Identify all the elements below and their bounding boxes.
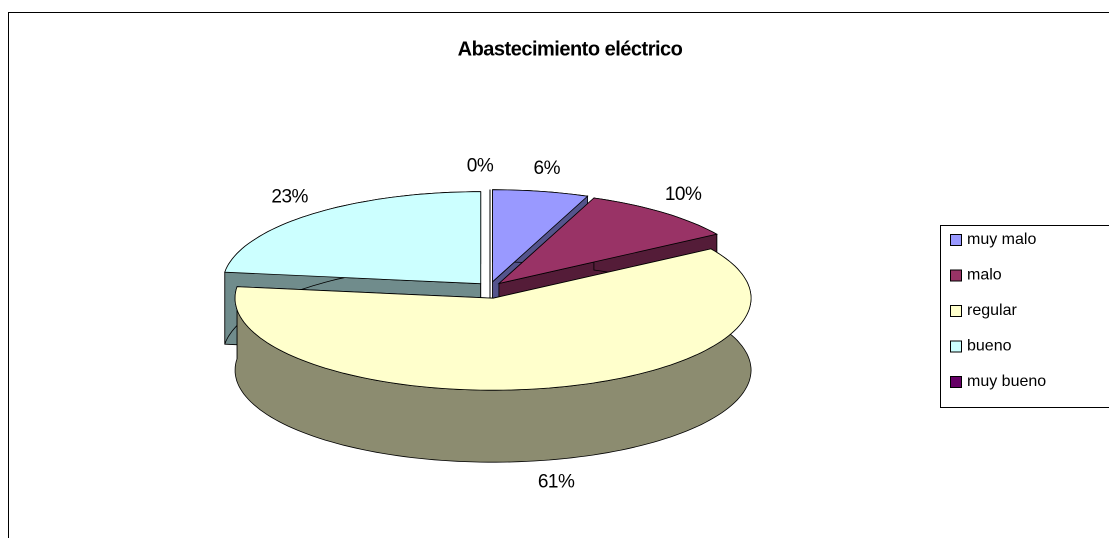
legend-label: regular: [967, 302, 1017, 319]
data-label: 61%: [538, 471, 575, 492]
data-label: 23%: [271, 186, 308, 207]
slice-top: [492, 189, 589, 283]
legend-swatch: [950, 376, 962, 388]
legend-label: bueno: [967, 338, 1012, 355]
legend-label: malo: [967, 267, 1002, 284]
slice-top: [234, 248, 752, 391]
slice-top: [497, 197, 718, 285]
data-label: 10%: [665, 184, 702, 205]
chart-title: Abastecimiento eléctrico: [458, 38, 683, 60]
chart-border: [8, 12, 1109, 538]
slice-top: [224, 191, 482, 285]
legend-label: muy bueno: [967, 373, 1046, 390]
legend-label: muy malo: [967, 231, 1036, 248]
data-label: 0%: [467, 156, 494, 177]
legend: [940, 225, 1109, 408]
slice: [234, 248, 752, 463]
legend-swatch: [950, 269, 962, 282]
data-label: 6%: [534, 158, 561, 179]
legend-swatch: [950, 234, 962, 246]
legend-swatch: [950, 340, 962, 353]
legend-swatch: [950, 305, 962, 317]
